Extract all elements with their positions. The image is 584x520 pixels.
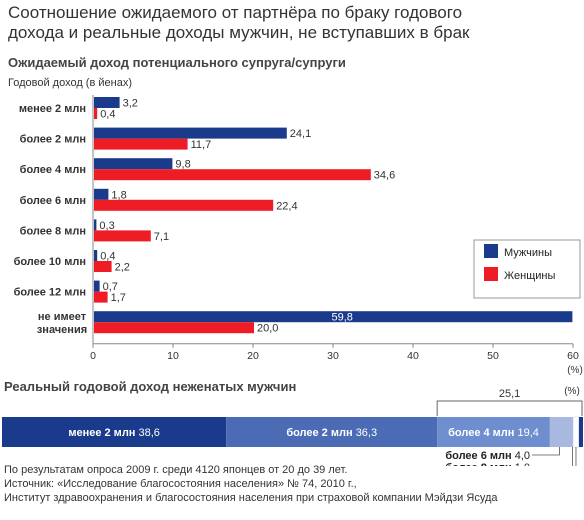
stack-segment (578, 417, 583, 447)
stack-segment (226, 417, 438, 447)
data-label: 9,8 (175, 159, 190, 171)
bar-women (94, 169, 371, 181)
source-notes: По результатам опроса 2009 г. среди 4120… (4, 463, 524, 505)
callout-line (575, 447, 577, 466)
bar-women (94, 138, 188, 150)
chart2-title: Реальный годовой доход неженатых мужчин (4, 379, 297, 394)
data-label: 3,2 (123, 98, 138, 110)
category-label: более 4 млн (20, 164, 86, 176)
data-label: 1,8 (111, 189, 126, 201)
category-label: более 8 млн (20, 225, 86, 237)
x-axis-unit: (%) (567, 365, 583, 375)
x-tick-label: 50 (487, 350, 499, 362)
x-tick-label: 10 (167, 350, 179, 362)
category-label: более 6 млн (20, 195, 86, 207)
bar-men (94, 280, 100, 292)
stack-segment (572, 416, 580, 448)
bar-men (94, 127, 287, 139)
data-label: 22,4 (276, 200, 297, 212)
legend-label: Женщины (504, 270, 555, 282)
stack-segment (437, 417, 550, 447)
data-label: 20,0 (257, 323, 278, 335)
bar-women (94, 230, 151, 242)
chart1-ylabel: Годовой доход (в йенах) (8, 77, 132, 89)
bar-men (94, 311, 573, 323)
category-label: более 10 млн (14, 256, 86, 268)
legend-swatch (484, 244, 498, 258)
x-tick-label: 0 (90, 350, 96, 362)
note-line: Институт здравоохранения и благосостояни… (4, 492, 498, 504)
note-line: По результатам опроса 2009 г. среди 4120… (4, 464, 348, 476)
category-label: не имеет (38, 311, 87, 323)
data-label: 24,1 (290, 128, 311, 140)
legend-swatch (484, 267, 498, 281)
bar-men (94, 250, 98, 261)
bar-women (94, 261, 112, 272)
bracket (436, 400, 583, 416)
bar-women (94, 108, 98, 119)
callout-line (532, 447, 560, 456)
segment-label: менее 2 млн 38,6 (68, 427, 160, 439)
legend: Мужчины Женщины (473, 239, 581, 299)
data-label: 0,3 (99, 220, 114, 232)
bar-men (94, 158, 173, 170)
data-label: 59,8 (331, 312, 352, 324)
callout-label: более 8 млн 1,0 (445, 462, 530, 466)
bar-men (94, 188, 109, 200)
data-label: 2,2 (115, 262, 130, 274)
legend-label: Мужчины (504, 247, 552, 259)
category-label: более 12 млн (14, 287, 86, 299)
segment-label: более 4 млн 19,4 (448, 427, 539, 439)
callout-line (572, 447, 573, 466)
category-label: значения (37, 324, 87, 336)
stack-segment (549, 417, 574, 447)
x-tick-label: 30 (327, 350, 339, 362)
bar-men (94, 97, 120, 108)
x-tick-label: 60 (567, 350, 579, 362)
data-label: 0,4 (100, 251, 115, 263)
x-tick-label: 40 (407, 350, 419, 362)
bar-women (94, 322, 254, 334)
bracket-label: 25,1 (499, 388, 520, 400)
data-label: 0,7 (103, 281, 118, 293)
data-label: 11,7 (191, 139, 212, 151)
category-label: более 2 млн (20, 134, 86, 146)
data-label: 1,7 (111, 292, 126, 304)
actual-income-chart: (%) менее 2 млн 38,6 более 2 млн 36,3 более… (2, 386, 583, 466)
stack-segment (2, 417, 227, 447)
callout-label: более 6 млн 4,0 (445, 450, 530, 462)
bar-women (94, 291, 108, 303)
chart2-unit: (%) (564, 386, 580, 397)
note-line: Источник: «Исследование благосостояния н… (4, 478, 357, 490)
data-label: 0,4 (100, 109, 115, 121)
bar-women (94, 199, 274, 211)
data-label: 34,6 (374, 170, 395, 182)
bar-men (94, 219, 97, 231)
page-title: Соотношение ожидаемого от партнёра по бр… (8, 3, 470, 42)
category-label: менее 2 млн (19, 103, 86, 115)
data-label: 7,1 (154, 231, 169, 243)
chart1-title: Ожидаемый доход потенциального супруга/с… (8, 55, 346, 70)
expected-income-chart: 0 10 20 30 40 50 60 (%) менее 2 млн 3,2 0,4 более 2… (14, 95, 583, 375)
segment-label: более 2 млн 36,3 (286, 427, 377, 439)
x-tick-label: 20 (247, 350, 259, 362)
